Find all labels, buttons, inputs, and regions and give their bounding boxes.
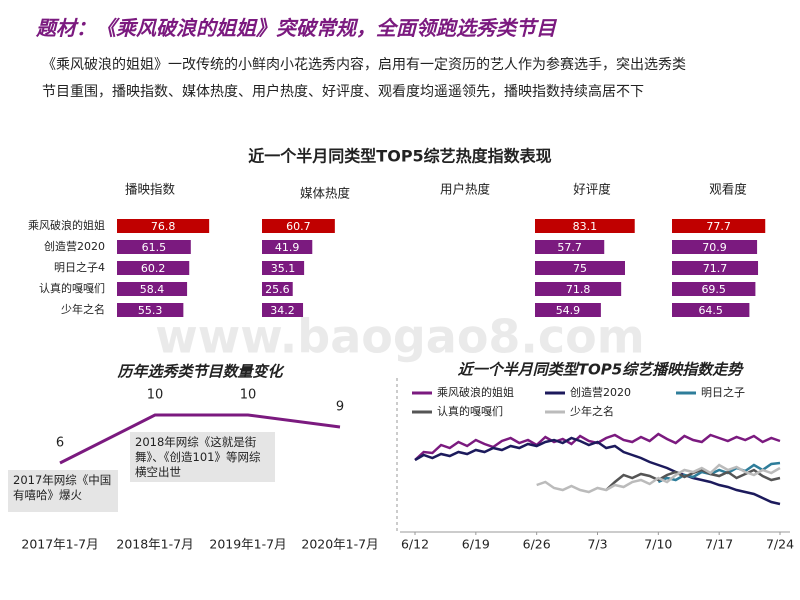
bar (117, 240, 191, 254)
x-tick-label: 2017年1-7月 (21, 537, 98, 552)
legend-label: 明日之子 (701, 385, 745, 399)
value-label: 61.5 (142, 241, 167, 254)
panel-label: 媒体热度 (300, 186, 351, 201)
value-label: 70.9 (702, 241, 727, 254)
bar (117, 282, 188, 296)
chart-title: 近一个半月同类型TOP5综艺播映指数走势 (458, 361, 744, 379)
legend-label: 创造营2020 (570, 385, 631, 399)
line (59, 413, 341, 465)
value-label: 60.7 (286, 220, 311, 233)
watermark: www.baogao8.com (155, 310, 644, 364)
value-label: 55.3 (138, 304, 163, 317)
bar (262, 303, 304, 317)
bar (535, 282, 622, 296)
panel-label: 用户热度 (440, 182, 491, 197)
bar (672, 282, 756, 296)
x-tick-label: 6/26 (523, 537, 551, 552)
annotation: 2018年网综《这就是街舞》、《创造101》等网综横空出世 (130, 432, 275, 482)
bar (535, 303, 601, 317)
series-line (414, 436, 781, 506)
series-line (657, 461, 781, 484)
value-label: 75 (573, 262, 587, 275)
value-label: 35.1 (271, 262, 296, 275)
x-tick-label: 7/17 (705, 537, 733, 552)
category-label: 认真的嘎嘎们 (39, 281, 105, 295)
annotation-text: 2017年网综《中国有嘻哈》爆火 (8, 470, 118, 512)
value-label: 25.6 (265, 283, 290, 296)
bar (672, 303, 750, 317)
bar (672, 240, 758, 254)
category-label: 明日之子4 (54, 260, 105, 274)
bar (117, 261, 190, 275)
x-tick-label: 6/12 (401, 537, 429, 552)
legend-label: 少年之名 (570, 404, 614, 418)
value-label: 10 (147, 388, 164, 403)
value-label: 34.2 (270, 304, 295, 317)
value-label: 9 (336, 400, 344, 415)
bar (535, 240, 605, 254)
chart-title: 历年选秀类节目数量变化 (116, 363, 284, 381)
x-tick-label: 2020年1-7月 (301, 537, 378, 552)
bar (117, 219, 210, 233)
series-line (536, 463, 781, 494)
value-label: 41.9 (275, 241, 300, 254)
category-label: 创造营2020 (44, 239, 105, 253)
value-label: 64.5 (698, 304, 723, 317)
value-label: 71.8 (566, 283, 591, 296)
x-tick-label: 2018年1-7月 (116, 537, 193, 552)
value-label: 6 (56, 436, 64, 451)
value-label: 76.8 (151, 220, 176, 233)
x-tick-label: 7/10 (644, 537, 672, 552)
category-label: 乘风破浪的姐姐 (28, 218, 105, 232)
annotation-text: 2018年网综《这就是街舞》、《创造101》等网综横空出世 (130, 432, 275, 482)
value-label: 77.7 (706, 220, 731, 233)
value-label: 69.5 (701, 283, 726, 296)
bar (262, 282, 293, 296)
value-label: 83.1 (573, 220, 598, 233)
panel-label: 播映指数 (125, 182, 176, 197)
bar (672, 261, 759, 275)
panel-label: 观看度 (709, 182, 747, 197)
legend-label: 乘风破浪的姐姐 (437, 385, 514, 399)
body-text: 《乘风破浪的姐姐》一改传统的小鲜肉小花选秀内容，启用有一定资历的艺人作为参赛选手… (42, 57, 686, 100)
page-title: 题材：《乘风破浪的姐姐》突破常规，全面领跑选秀类节目 (36, 16, 556, 40)
value-label: 71.7 (703, 262, 728, 275)
bar (672, 219, 766, 233)
value-label: 60.2 (141, 262, 166, 275)
annotation: 2017年网综《中国有嘻哈》爆火 (8, 470, 118, 512)
bar (262, 240, 313, 254)
bar (535, 219, 635, 233)
bar (535, 261, 625, 275)
bar (262, 219, 335, 233)
x-tick-label: 7/3 (587, 537, 607, 552)
x-tick-label: 7/24 (766, 537, 794, 552)
x-tick-label: 2019年1-7月 (209, 537, 286, 552)
legend-label: 认真的嘎嘎们 (437, 404, 503, 418)
value-label: 54.9 (556, 304, 581, 317)
category-label: 少年之名 (61, 302, 105, 316)
chart-title: 近一个半月同类型TOP5综艺热度指数表现 (248, 147, 551, 166)
value-label: 10 (240, 388, 257, 403)
panel-label: 好评度 (573, 182, 611, 197)
series-line (414, 432, 781, 461)
value-label: 58.4 (140, 283, 165, 296)
x-tick-label: 6/19 (462, 537, 490, 552)
bar (117, 303, 184, 317)
bar (262, 261, 305, 275)
value-label: 57.7 (557, 241, 582, 254)
